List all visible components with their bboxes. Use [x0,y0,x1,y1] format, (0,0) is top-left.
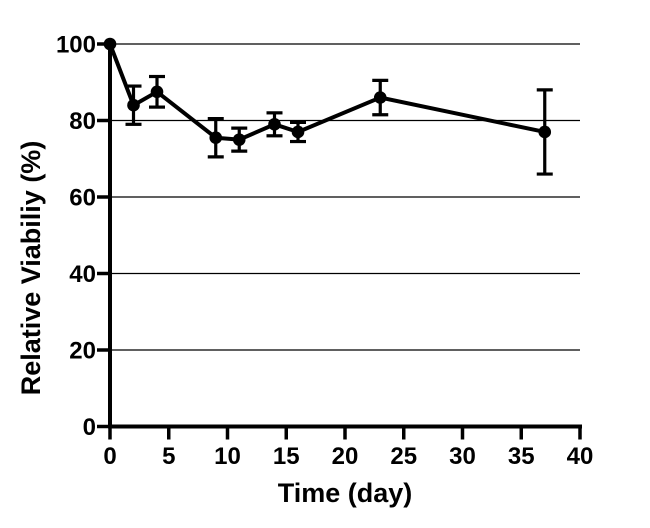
x-tick-label: 30 [449,443,476,470]
x-axis-title: Time (day) [278,478,413,508]
x-tick-label: 25 [390,443,417,470]
data-point-marker [150,85,164,99]
y-tick-label: 20 [69,338,96,365]
data-point-marker [209,131,223,145]
data-point-marker [268,118,281,131]
data-point-marker [127,98,140,112]
series-line [108,42,547,142]
data-point-marker [103,37,117,51]
x-tick-label: 15 [273,443,300,470]
data-point-marker [232,133,246,146]
axes-layer [108,42,582,429]
gridlines-layer [110,43,580,351]
y-tick-label: 60 [69,185,96,212]
data-point-marker [291,125,305,139]
x-tick-label: 20 [332,443,359,470]
y-tick-label: 80 [69,108,96,135]
x-tick-label: 5 [162,443,175,470]
x-tick-label: 0 [103,443,116,470]
y-tick-label: 40 [69,261,96,288]
x-tick-label: 10 [214,443,241,470]
x-tick-label: 35 [508,443,535,470]
data-point-marker [373,91,387,104]
y-axis-title: Relative Viabiliy (%) [16,141,46,396]
y-tick-label: 0 [83,414,96,441]
x-tick-label: 40 [567,443,594,470]
tick-labels-layer: 0 5 10 15 20 25 30 35 40 0 20 40 60 80 100 [56,32,593,471]
y-tick-label: 100 [56,32,96,59]
data-point-marker [538,125,552,139]
data-series-layer [103,37,553,176]
